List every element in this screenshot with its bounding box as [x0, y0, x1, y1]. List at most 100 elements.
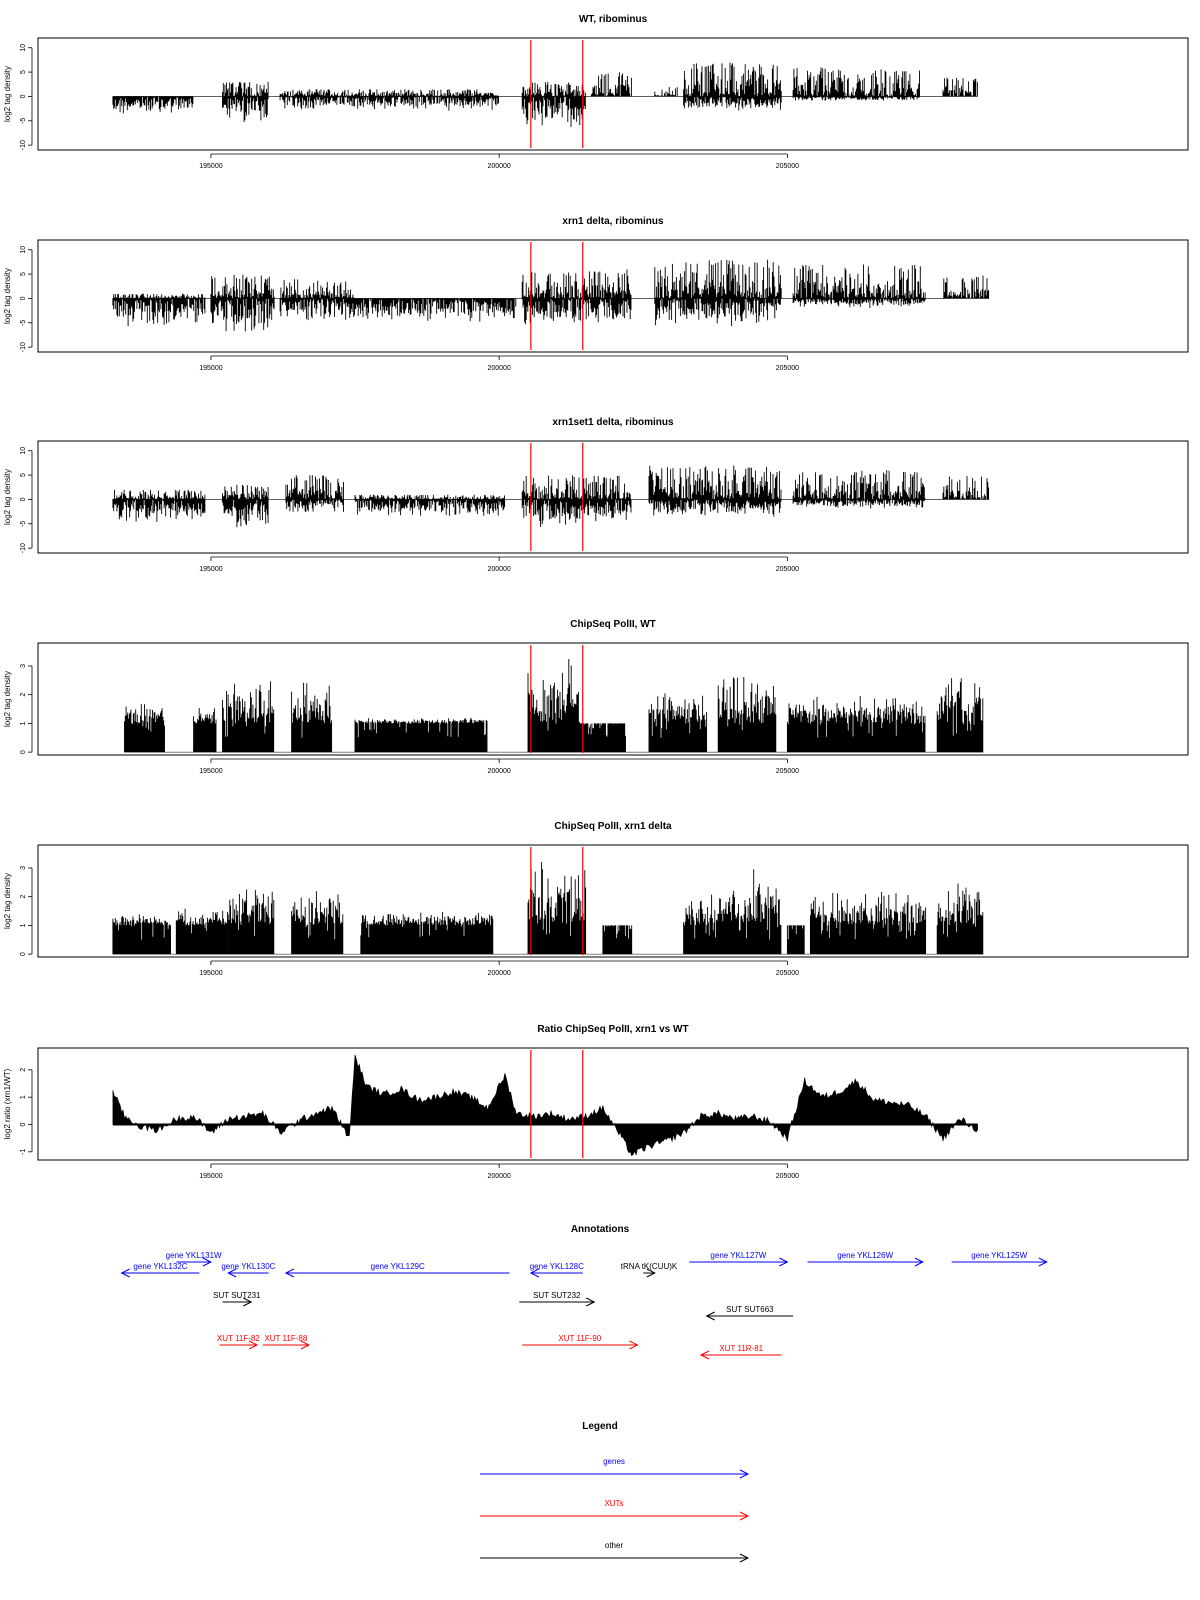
signal-segment — [222, 681, 275, 753]
arrow-head — [202, 1257, 213, 1267]
signal-bars — [936, 678, 984, 753]
signal-bars — [175, 908, 228, 955]
panel-title: ChipSeq PolII, WT — [570, 619, 656, 630]
panel-6: Ratio ChipSeq PolII, xrn1 vs WT -1 0 1 2 log2… — [3, 1024, 1189, 1180]
ratio-area — [112, 1054, 978, 1157]
legend-item-xut: XUTs — [480, 1499, 750, 1521]
signal-segment — [942, 77, 978, 97]
arrow-head — [227, 1268, 237, 1278]
legend-panel: Legend genes XUTs other — [480, 1421, 750, 1563]
signal-segment — [112, 914, 171, 955]
feature-xut: XUT 11F-82 — [217, 1334, 260, 1350]
arrow-head — [120, 1268, 130, 1278]
signal-bars — [792, 264, 926, 308]
signal-segment — [729, 869, 782, 955]
signal-bars — [521, 475, 632, 527]
signal-bars — [602, 925, 633, 955]
feature-label: gene YKL130C — [221, 1262, 275, 1271]
y-tick-label: 0 — [20, 94, 27, 98]
signal-bars — [521, 81, 586, 128]
signal-bars — [786, 696, 926, 753]
signal-segment — [521, 475, 632, 527]
panel-3: xrn1set1 delta, ribominus -10 -5 0 5 10 log2 t… — [3, 417, 1189, 573]
signal-segment — [527, 659, 580, 753]
arrow-head — [779, 1257, 789, 1267]
signal-bars — [527, 659, 580, 753]
x-tick-label: 200000 — [487, 1173, 510, 1180]
feature-gene: gene YKL129C — [284, 1262, 510, 1278]
panel-title: Ratio ChipSeq PolII, xrn1 vs WT — [537, 1024, 688, 1035]
signal-segment — [648, 465, 782, 517]
y-tick-label: 0 — [20, 1122, 27, 1126]
signal-bars — [193, 708, 217, 753]
y-tick-label: 1 — [20, 923, 27, 927]
feature-label: tRNA tK(CUU)K — [621, 1262, 678, 1271]
signal-bars — [354, 717, 488, 753]
y-tick-label: -5 — [20, 118, 27, 124]
y-tick-label: 0 — [20, 497, 27, 501]
panel-title: xrn1set1 delta, ribominus — [552, 417, 674, 428]
signal-segment — [112, 489, 206, 522]
y-tick-label: -10 — [20, 342, 27, 352]
x-tick-label: 200000 — [487, 768, 510, 775]
signal-bars — [683, 62, 782, 111]
annotations-title: Annotations — [571, 1224, 630, 1235]
signal-bars — [648, 693, 708, 753]
y-tick-label: 5 — [20, 70, 27, 74]
x-tick-label: 195000 — [199, 768, 222, 775]
y-tick-label: 0 — [20, 296, 27, 300]
signal-bars — [354, 494, 506, 516]
signal-segment — [809, 892, 927, 955]
panel-4: ChipSeq PolII, WT 0 1 2 3 log2 tag density 195… — [3, 619, 1189, 775]
feature-label: gene YKL126W — [837, 1251, 893, 1260]
y-axis-label: log2 ratio (xrn1/WT) — [3, 1068, 12, 1139]
feature-label: gene YKL132C — [133, 1262, 187, 1271]
signal-segment — [792, 264, 926, 308]
feature-other: SUT SUT231 — [213, 1291, 261, 1307]
arrow-head — [699, 1350, 710, 1360]
signal-bars — [717, 677, 777, 753]
signal-bars — [210, 274, 275, 332]
y-tick-label: 0 — [20, 750, 27, 754]
signal-segment — [590, 72, 632, 97]
arrow-head — [284, 1268, 295, 1278]
plot-frame — [37, 239, 1189, 353]
signal-bars — [590, 72, 632, 97]
signal-segment — [354, 298, 517, 322]
y-tick-label: 10 — [20, 447, 27, 455]
signal-segment — [227, 889, 275, 955]
feature-label: SUT SUT232 — [533, 1291, 581, 1300]
legend-label: genes — [603, 1457, 625, 1466]
signal-segment — [792, 67, 920, 101]
signal-bars — [279, 279, 355, 321]
signal-segment — [602, 925, 633, 955]
signal-bars — [792, 470, 926, 509]
signal-bars — [648, 465, 782, 517]
signal-bars — [360, 911, 494, 955]
x-tick-label: 195000 — [199, 163, 222, 170]
arrow-head — [300, 1340, 311, 1350]
signal-bars — [227, 889, 275, 955]
signal-segment — [786, 925, 805, 955]
x-tick-label: 205000 — [776, 365, 799, 372]
signal-bars — [112, 96, 194, 114]
x-tick-label: 200000 — [487, 163, 510, 170]
x-tick-label: 205000 — [776, 768, 799, 775]
y-tick-label: 0 — [20, 952, 27, 956]
signal-segment — [360, 911, 494, 955]
legend-item-gene: genes — [480, 1457, 750, 1479]
arrow-head — [629, 1340, 639, 1350]
panel-5: ChipSeq PolII, xrn1 delta 0 1 2 3 log2 tag de… — [3, 821, 1189, 977]
legend-label: other — [605, 1541, 624, 1550]
feature-xut: XUT 11F-90 — [522, 1334, 639, 1350]
feature-label: gene YKL131W — [166, 1251, 222, 1260]
signal-bars — [786, 925, 805, 955]
y-axis-label: log2 tag density — [3, 671, 12, 727]
y-axis-label: log2 tag density — [3, 873, 12, 929]
arrow-head — [739, 1511, 750, 1521]
x-tick-label: 205000 — [776, 163, 799, 170]
signal-bars — [112, 293, 206, 327]
plot-frame — [37, 37, 1189, 151]
